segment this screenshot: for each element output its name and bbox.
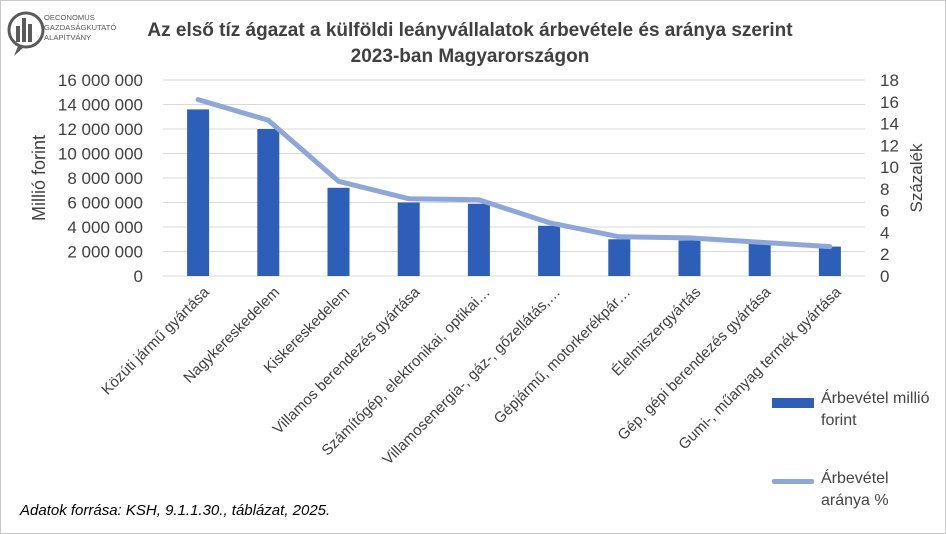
y-tick-label: 10 000 000 xyxy=(58,145,143,164)
logo-mark-icon xyxy=(7,11,45,56)
legend-swatch-bar xyxy=(772,398,814,408)
legend-label-bar: Árbevétel millió forint xyxy=(821,390,930,429)
y-tick-label: 16 000 000 xyxy=(58,71,143,90)
y2-tick-label: 8 xyxy=(880,180,889,199)
legend-label-line: Árbevétel aránya % xyxy=(821,470,889,509)
bar xyxy=(467,203,490,276)
y2-tick-label: 14 xyxy=(880,115,899,134)
x-tick-label: Gép, gépi berendezés gyártása xyxy=(615,283,775,443)
y2-axis-label: Százalék xyxy=(907,143,926,212)
logo-line-1: OECONOMUS xyxy=(44,13,95,22)
logo-text: OECONOMUS GAZDASÁGKUTATÓ ALAPÍTVÁNY xyxy=(44,13,116,43)
y-tick-label: 14 000 000 xyxy=(58,96,143,115)
line-series xyxy=(195,97,833,250)
y-tick-label: 0 xyxy=(134,267,143,286)
chart-title-line-1: Az első tíz ágazat a külföldi leányválla… xyxy=(147,20,793,41)
bar xyxy=(187,109,210,277)
line-point xyxy=(196,98,200,102)
y2-tick-label: 2 xyxy=(880,245,889,264)
y2-tick-label: 4 xyxy=(880,223,889,242)
bar xyxy=(257,129,280,276)
chart-title: Az első tíz ágazat a külföldi leányválla… xyxy=(120,18,820,70)
logo-line-2: GAZDASÁGKUTATÓ xyxy=(44,23,117,32)
line-point xyxy=(477,198,481,202)
y-tick-label: 6 000 000 xyxy=(67,194,143,213)
line-point xyxy=(828,245,832,249)
line-point xyxy=(337,179,340,183)
y-tick-label: 12 000 000 xyxy=(58,120,143,139)
y-tick-label: 4 000 000 xyxy=(67,218,143,237)
bar xyxy=(327,187,350,276)
line-series-path xyxy=(195,97,833,250)
chart-title-line-2: 2023-ban Magyarországon xyxy=(350,46,590,67)
x-tick-label: Gépjármű, motorkerékpár… xyxy=(491,284,634,427)
bar xyxy=(748,242,771,276)
line-point xyxy=(266,118,270,122)
line-point xyxy=(547,221,551,225)
y-axis-label: Millió forint xyxy=(29,135,49,221)
line-point xyxy=(688,236,691,240)
line-point xyxy=(758,240,762,244)
bar-series xyxy=(187,109,841,277)
bar xyxy=(818,246,841,276)
y2-tick-label: 10 xyxy=(880,158,899,177)
y2-tick-label: 12 xyxy=(880,136,899,155)
bar xyxy=(678,240,701,276)
logo-line-3: ALAPÍTVÁNY xyxy=(44,33,92,42)
bar xyxy=(538,225,561,276)
x-axis: Közúti jármű gyártásaNagykereskedelemKis… xyxy=(98,283,845,468)
logo: OECONOMUS GAZDASÁGKUTATÓ ALAPÍTVÁNY xyxy=(6,6,126,64)
line-point xyxy=(407,197,411,201)
bar xyxy=(397,202,420,276)
y2-tick-label: 6 xyxy=(880,202,889,221)
legend-swatch-line xyxy=(772,479,814,484)
line-point xyxy=(617,235,621,239)
x-tick-label: Villamos berendezés gyártása xyxy=(270,283,424,437)
source-note: Adatok forrása: KSH, 9.1.1.30., táblázat… xyxy=(20,502,331,519)
y2-tick-label: 16 xyxy=(880,93,899,112)
y2-tick-label: 0 xyxy=(880,267,889,286)
y-axis-left: 0 2 000 000 4 000 000 6 000 000 8 000 000 10 … xyxy=(58,71,143,286)
y-tick-label: 8 000 000 xyxy=(67,169,143,188)
y-tick-label: 2 000 000 xyxy=(67,243,143,262)
bar xyxy=(608,239,631,276)
y-axis-right: 0 2 4 6 8 10 12 14 16 18 xyxy=(880,71,899,286)
y2-tick-label: 18 xyxy=(880,71,899,90)
